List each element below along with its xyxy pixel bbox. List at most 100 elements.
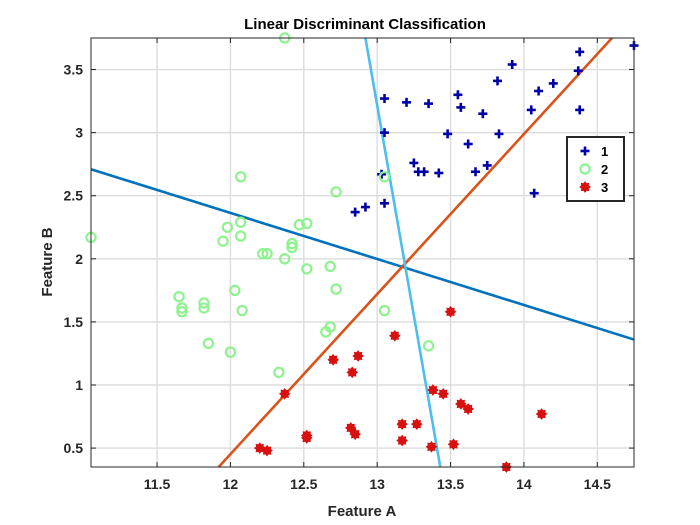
point-series-2-7 — [234, 230, 247, 242]
point-series-2-31 — [422, 340, 435, 352]
y-tick-label-4: 2.5 — [64, 188, 84, 204]
point-series-1-14 — [575, 105, 585, 115]
discriminant-line-1 — [90, 167, 635, 341]
legend-label-3: 3 — [601, 180, 608, 195]
x-tick-label-6: 14.5 — [584, 476, 611, 492]
point-series-1-3 — [380, 128, 390, 138]
point-series-1-5 — [456, 102, 466, 112]
discriminant-lines — [90, 37, 635, 468]
point-series-3-15 — [396, 418, 408, 430]
point-series-2-12 — [286, 241, 298, 254]
point-series-3-14 — [300, 432, 313, 444]
point-series-3-4 — [346, 366, 359, 379]
point-series-1-17 — [463, 139, 473, 149]
point-series-1-11 — [548, 78, 558, 88]
x-tick-label-3: 13 — [369, 476, 385, 492]
legend-marker-2 — [579, 163, 591, 175]
point-series-3-21 — [261, 444, 273, 457]
point-series-2-5 — [221, 221, 234, 233]
legend: 1 2 3 — [566, 136, 625, 202]
point-series-1-23 — [471, 167, 481, 177]
axes-box — [90, 37, 635, 468]
x-axis-ticks: 11.5 12 12.5 13 13.5 14 14.5 — [144, 38, 611, 492]
point-series-1-22 — [434, 168, 444, 178]
point-series-2-23 — [229, 284, 241, 297]
point-series-1-13 — [573, 66, 583, 76]
point-series-1-9 — [526, 105, 536, 115]
y-tick-label-2: 1.5 — [64, 314, 84, 330]
point-series-1-18 — [494, 129, 504, 139]
point-series-1-28 — [360, 202, 370, 212]
point-series-3-12 — [349, 428, 362, 441]
point-series-1-4 — [453, 90, 463, 100]
point-series-2-32 — [273, 366, 285, 379]
point-series-2-20 — [176, 306, 188, 318]
point-series-2-27 — [320, 326, 332, 338]
point-series-2-16 — [301, 263, 313, 275]
x-tick-label-4: 13.5 — [437, 476, 464, 492]
point-series-1-21 — [419, 167, 429, 177]
x-tick-label-1: 12 — [223, 476, 239, 492]
discriminant-line-2 — [217, 37, 613, 468]
point-series-3-3 — [352, 350, 364, 362]
point-series-2-19 — [176, 302, 188, 314]
point-series-2-11 — [286, 237, 298, 250]
point-series-3-0 — [444, 305, 457, 318]
point-series-3-9 — [462, 403, 475, 415]
point-series-2-28 — [378, 304, 391, 317]
point-series-1-26 — [529, 188, 539, 198]
point-series-2-30 — [224, 346, 237, 358]
point-series-3-1 — [388, 329, 401, 342]
point-series-2-21 — [198, 297, 210, 309]
point-series-3-16 — [410, 418, 423, 430]
point-series-2-4 — [378, 171, 391, 183]
point-series-2-15 — [279, 253, 291, 265]
point-series-3-7 — [437, 387, 450, 400]
point-series-3-18 — [425, 440, 438, 453]
point-series-3-5 — [278, 387, 291, 400]
point-series-2-18 — [173, 290, 185, 303]
point-series-3-17 — [396, 434, 408, 447]
legend-marker-3 — [579, 181, 591, 193]
point-series-1-8 — [507, 59, 517, 69]
point-series-1-29 — [380, 198, 390, 208]
y-tick-label-3: 2 — [75, 251, 83, 267]
x-tick-label-2: 12.5 — [290, 476, 317, 492]
point-series-3-6 — [427, 384, 439, 396]
point-series-1-24 — [482, 160, 492, 170]
point-series-2-3 — [330, 186, 342, 198]
point-series-2-14 — [261, 248, 273, 260]
point-series-1-27 — [350, 207, 360, 217]
y-tick-label-5: 3 — [75, 125, 83, 141]
x-axis-label: Feature A — [328, 503, 397, 520]
chart-title: Linear Discriminant Classification — [244, 16, 486, 33]
point-series-2-17 — [324, 260, 336, 273]
point-series-2-10 — [301, 217, 313, 230]
point-series-2-2 — [234, 171, 247, 183]
point-series-3-19 — [447, 438, 460, 451]
point-series-1-7 — [493, 76, 503, 86]
point-series-1-0 — [380, 94, 390, 104]
point-series-2-25 — [330, 283, 342, 295]
y-axis-ticks: 0.5 1 1.5 2 2.5 3 3.5 — [64, 62, 634, 456]
legend-label-1: 1 — [601, 144, 608, 159]
point-series-3-2 — [327, 353, 340, 366]
point-series-1-2 — [424, 99, 434, 109]
point-series-2-13 — [257, 248, 269, 260]
y-tick-label-6: 3.5 — [64, 62, 84, 78]
point-series-2-22 — [198, 302, 210, 314]
legend-label-2: 2 — [601, 162, 608, 177]
point-series-3-10 — [535, 408, 548, 420]
x-tick-label-0: 11.5 — [144, 476, 171, 492]
point-series-3-8 — [454, 398, 467, 410]
point-series-2-9 — [293, 219, 306, 231]
point-series-1-6 — [478, 109, 488, 119]
legend-box — [566, 136, 625, 202]
point-series-2-24 — [236, 304, 248, 317]
x-tick-label-5: 14 — [516, 476, 532, 492]
y-tick-label-0: 0.5 — [64, 440, 84, 456]
grid — [91, 38, 634, 467]
point-series-2-29 — [202, 337, 215, 350]
y-tick-label-1: 1 — [75, 377, 83, 393]
